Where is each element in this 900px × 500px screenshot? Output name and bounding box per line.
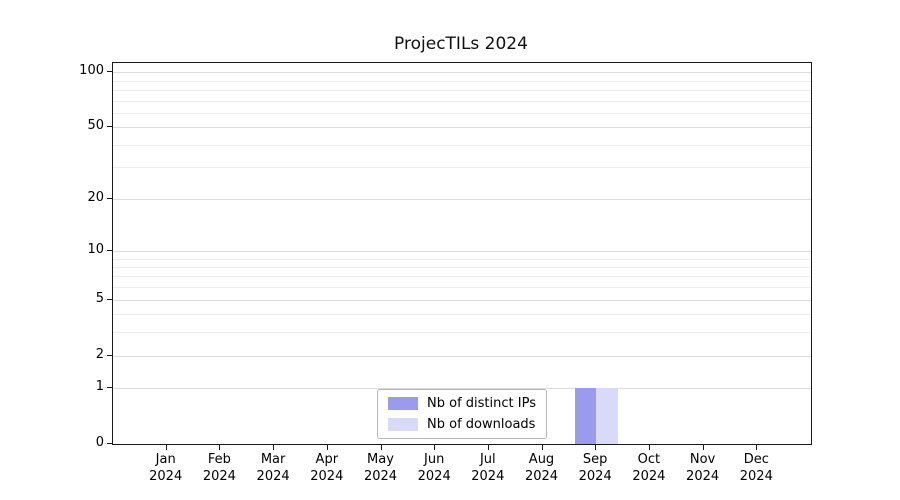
legend: Nb of distinct IPs Nb of downloads <box>377 389 547 439</box>
y-tick-label-20: 20 <box>87 189 104 205</box>
gridline-minor-y-30 <box>113 167 811 169</box>
gridline-minor-y-9 <box>113 258 811 260</box>
legend-label-2: Nb of downloads <box>427 417 536 432</box>
gridline-minor-y-8 <box>113 266 811 268</box>
y-tick-label-50: 50 <box>87 118 104 134</box>
y-tick-mark-100 <box>107 71 112 73</box>
gridline-minor-y-40 <box>113 144 811 146</box>
legend-label-1: Nb of distinct IPs <box>427 396 536 411</box>
y-tick-label-5: 5 <box>95 290 104 306</box>
gridline-major-y-100 <box>113 72 811 74</box>
x-tick-mark-8 <box>541 445 543 450</box>
x-tick-mark-9 <box>595 445 597 450</box>
gridline-minor-y-3 <box>113 332 811 334</box>
y-tick-label-10: 10 <box>87 241 104 257</box>
x-tick-label-12: Dec 2024 <box>739 452 773 484</box>
gridline-minor-y-80 <box>113 89 811 91</box>
x-tick-label-3: Mar 2024 <box>256 452 290 484</box>
x-tick-mark-6 <box>434 445 436 450</box>
x-tick-label-11: Nov 2024 <box>686 452 720 484</box>
x-tick-mark-3 <box>273 445 275 450</box>
x-tick-label-1: Jan 2024 <box>149 452 183 484</box>
y-tick-label-1: 1 <box>95 379 104 395</box>
gridline-major-y-50 <box>113 127 811 129</box>
x-tick-mark-5 <box>380 445 382 450</box>
gridline-minor-y-6 <box>113 287 811 289</box>
legend-swatch-2 <box>388 418 419 431</box>
bar-nb-of-downloads-9 <box>596 388 618 444</box>
x-tick-label-10: Oct 2024 <box>632 452 666 484</box>
x-tick-mark-2 <box>219 445 221 450</box>
x-tick-mark-12 <box>756 445 758 450</box>
x-tick-mark-11 <box>702 445 704 450</box>
gridline-minor-y-4 <box>113 314 811 316</box>
x-tick-mark-1 <box>165 445 167 450</box>
chart-title: ProjecTILs 2024 <box>394 34 528 54</box>
legend-row-2: Nb of downloads <box>388 417 536 432</box>
y-tick-mark-5 <box>107 298 112 300</box>
gridline-minor-y-90 <box>113 80 811 82</box>
gridline-major-y-2 <box>113 355 811 357</box>
x-tick-mark-10 <box>648 445 650 450</box>
x-tick-label-8: Aug 2024 <box>524 452 559 484</box>
x-tick-label-2: Feb 2024 <box>202 452 236 484</box>
y-tick-mark-1 <box>107 387 112 389</box>
plot-area: Nb of distinct IPs Nb of downloads <box>112 62 812 445</box>
y-tick-label-100: 100 <box>79 63 104 79</box>
y-tick-mark-50 <box>107 126 112 128</box>
x-tick-mark-7 <box>487 445 489 450</box>
gridline-major-y-5 <box>113 299 811 301</box>
y-tick-mark-20 <box>107 197 112 199</box>
y-tick-mark-0 <box>107 443 112 444</box>
gridline-minor-y-7 <box>113 276 811 278</box>
x-tick-label-9: Sep 2024 <box>578 452 612 484</box>
gridline-major-y-1 <box>113 388 811 390</box>
x-tick-label-5: May 2024 <box>363 452 398 484</box>
gridline-minor-y-60 <box>113 112 811 114</box>
y-tick-mark-10 <box>107 249 112 251</box>
x-tick-mark-4 <box>326 445 328 450</box>
y-tick-label-2: 2 <box>95 346 104 362</box>
x-tick-label-4: Apr 2024 <box>310 452 344 484</box>
legend-swatch-1 <box>388 397 419 410</box>
gridline-major-y-10 <box>113 250 811 252</box>
gridline-minor-y-70 <box>113 100 811 102</box>
x-tick-label-6: Jun 2024 <box>417 452 451 484</box>
y-tick-label-0: 0 <box>95 435 104 450</box>
gridline-major-y-20 <box>113 198 811 200</box>
x-tick-label-7: Jul 2024 <box>471 452 505 484</box>
legend-row-1: Nb of distinct IPs <box>388 396 536 411</box>
y-tick-mark-2 <box>107 354 112 356</box>
bar-nb-of-distinct-ips-9 <box>574 388 597 444</box>
